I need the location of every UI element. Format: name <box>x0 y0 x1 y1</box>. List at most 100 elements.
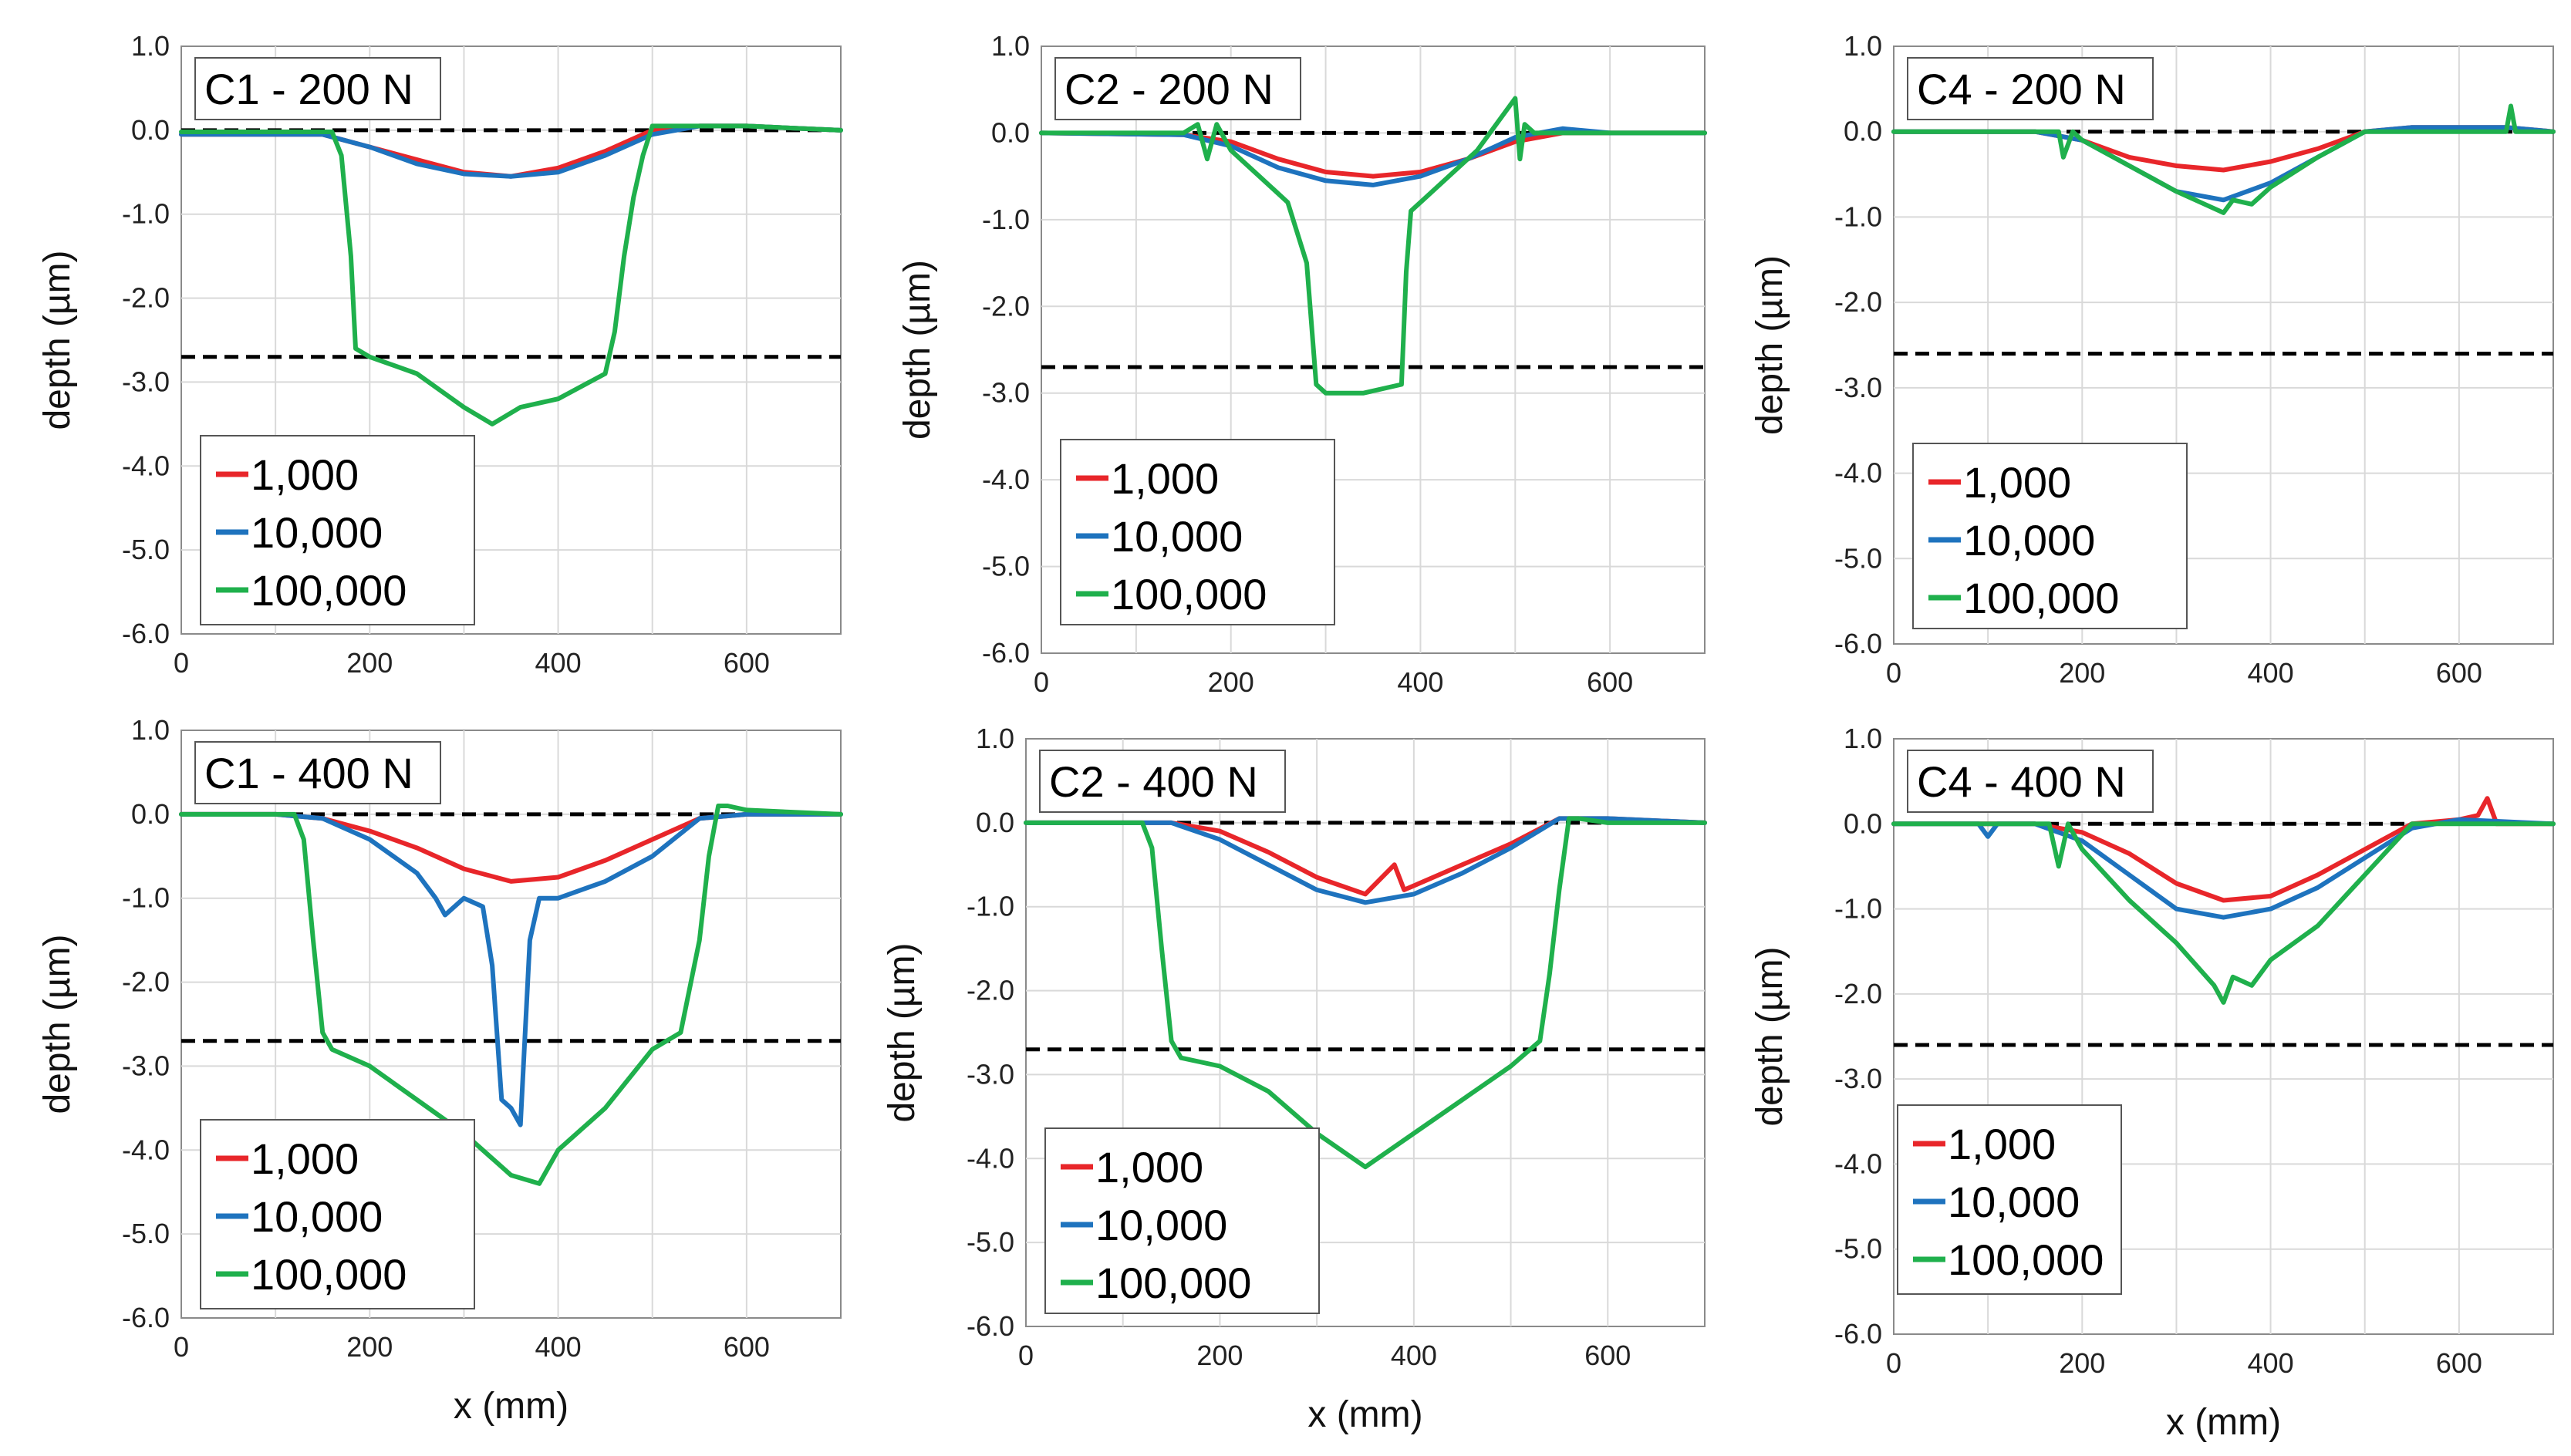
y-axis-label: depth (µm) <box>37 250 78 430</box>
legend-label: 1,000 <box>1963 458 2071 507</box>
panel-title: C1 - 400 N <box>204 749 413 797</box>
chart-panel-4: 1.0 0.0 -1.0 -2.0 -3.0 -4.0 -5.0 -6.00 200 400 600… <box>37 714 843 1427</box>
x-tick-label: 600 <box>724 647 770 679</box>
x-tick-label: 0 <box>174 1331 189 1363</box>
x-tick-labels: 0 200 400 600 <box>1886 1347 2482 1379</box>
y-axis-label: depth (µm) <box>1749 946 1790 1126</box>
x-tick-labels: 0 200 400 600 <box>174 647 770 679</box>
legend-label: 1,000 <box>251 450 359 499</box>
y-tick-label: 0.0 <box>1844 807 1882 839</box>
y-tick-label: -2.0 <box>967 975 1014 1006</box>
series-lines <box>1891 103 2556 215</box>
legend-label: 10,000 <box>1963 516 2095 565</box>
y-tick-label: -2.0 <box>1834 978 1882 1009</box>
x-tick-label: 600 <box>724 1331 770 1363</box>
series-lines <box>179 804 843 1186</box>
y-tick-labels: 1.0 0.0 -1.0 -2.0 -3.0 -4.0 -5.0 -6.0 <box>982 30 1030 669</box>
y-tick-label: 1.0 <box>991 30 1030 62</box>
legend-label: 100,000 <box>251 1250 407 1299</box>
y-tick-label: -5.0 <box>1834 1233 1882 1265</box>
panel-title-box: C4 - 200 N <box>1907 57 2154 120</box>
y-tick-label: 1.0 <box>1844 30 1882 62</box>
y-tick-labels: 1.0 0.0 -1.0 -2.0 -3.0 -4.0 -5.0 -6.0 <box>1834 723 1882 1350</box>
y-tick-label: -3.0 <box>982 377 1030 409</box>
legend: 1,000 10,000 100,000 <box>200 1119 475 1309</box>
series-line-100000 <box>179 123 843 426</box>
series-line-10000 <box>179 811 843 1127</box>
x-tick-label: 600 <box>2436 1347 2482 1379</box>
series-lines <box>1039 96 1707 396</box>
x-tick-label: 600 <box>2436 657 2482 689</box>
y-tick-labels: 1.0 0.0 -1.0 -2.0 -3.0 -4.0 -5.0 -6.0 <box>122 30 170 649</box>
y-tick-label: -6.0 <box>122 1302 170 1333</box>
legend-label: 1,000 <box>1095 1143 1203 1191</box>
y-tick-label: -6.0 <box>982 637 1030 669</box>
y-tick-label: -5.0 <box>982 551 1030 582</box>
panel-title: C1 - 200 N <box>204 65 413 113</box>
y-tick-label: -3.0 <box>122 366 170 397</box>
y-tick-label: 0.0 <box>991 116 1030 148</box>
title-frame <box>1039 750 1286 813</box>
y-tick-label: -6.0 <box>122 618 170 649</box>
y-tick-label: -6.0 <box>1834 628 1882 659</box>
y-axis-label: depth (µm) <box>882 942 923 1122</box>
legend-label: 10,000 <box>251 508 383 557</box>
y-tick-label: -1.0 <box>967 891 1014 922</box>
x-tick-label: 0 <box>1018 1340 1034 1371</box>
series-line-100000 <box>1891 103 2556 215</box>
y-tick-label: -5.0 <box>122 1218 170 1249</box>
y-tick-label: -3.0 <box>967 1058 1014 1090</box>
legend-label: 100,000 <box>251 566 407 615</box>
y-tick-label: -6.0 <box>1834 1318 1882 1350</box>
x-tick-label: 200 <box>346 647 393 679</box>
panel-title-box: C4 - 400 N <box>1907 750 2154 813</box>
legend-label: 100,000 <box>1948 1235 2104 1284</box>
x-axis-label: x (mm) <box>1307 1394 1422 1435</box>
x-tick-label: 0 <box>1886 1347 1901 1379</box>
chart-panel-1: 1.0 0.0 -1.0 -2.0 -3.0 -4.0 -5.0 -6.00 200 400 600… <box>37 30 843 679</box>
series-line-10000 <box>1039 126 1707 187</box>
y-tick-label: -4.0 <box>982 463 1030 495</box>
x-tick-label: 400 <box>1397 666 1443 698</box>
panel-title-box: C1 - 200 N <box>194 57 441 120</box>
panel-title: C4 - 200 N <box>1917 65 2126 113</box>
x-axis-label: x (mm) <box>454 1386 569 1427</box>
x-axis-label: x (mm) <box>2166 1402 2281 1443</box>
legend-label: 1,000 <box>1948 1120 2056 1168</box>
y-tick-label: -3.0 <box>122 1050 170 1081</box>
y-tick-label: 0.0 <box>976 807 1014 838</box>
legend-frame <box>1912 443 2188 629</box>
panel-title-box: C1 - 400 N <box>194 741 441 804</box>
x-tick-label: 600 <box>1587 666 1633 698</box>
y-tick-label: -3.0 <box>1834 1063 1882 1094</box>
y-tick-labels: 1.0 0.0 -1.0 -2.0 -3.0 -4.0 -5.0 -6.0 <box>1834 30 1882 659</box>
y-tick-label: 1.0 <box>976 723 1014 754</box>
y-tick-label: 0.0 <box>131 114 170 146</box>
x-tick-label: 400 <box>2248 657 2294 689</box>
y-tick-label: -1.0 <box>1834 893 1882 925</box>
legend: 1,000 10,000 100,000 <box>1060 439 1335 625</box>
y-tick-label: -1.0 <box>1834 201 1882 232</box>
x-tick-label: 0 <box>174 647 189 679</box>
x-tick-label: 0 <box>1034 666 1049 698</box>
legend-label: 100,000 <box>1963 574 2119 622</box>
x-tick-label: 0 <box>1886 657 1901 689</box>
y-tick-label: -5.0 <box>967 1226 1014 1258</box>
title-frame <box>194 741 441 804</box>
y-tick-label: -1.0 <box>122 882 170 914</box>
y-tick-label: 0.0 <box>1844 116 1882 147</box>
y-tick-label: -5.0 <box>122 534 170 565</box>
x-tick-label: 600 <box>1584 1340 1631 1371</box>
y-axis-label: depth (µm) <box>897 260 938 440</box>
panel-title: C2 - 200 N <box>1065 65 1274 113</box>
x-tick-label: 400 <box>535 1331 582 1363</box>
series-lines <box>179 123 843 426</box>
y-axis-label: depth (µm) <box>37 934 78 1114</box>
title-frame <box>194 57 441 120</box>
panel-title: C2 - 400 N <box>1049 757 1258 806</box>
x-tick-label: 400 <box>2248 1347 2294 1379</box>
y-tick-label: -3.0 <box>1834 372 1882 403</box>
series-line-100000 <box>1024 816 1707 1170</box>
series-line-10000 <box>1891 125 2556 203</box>
